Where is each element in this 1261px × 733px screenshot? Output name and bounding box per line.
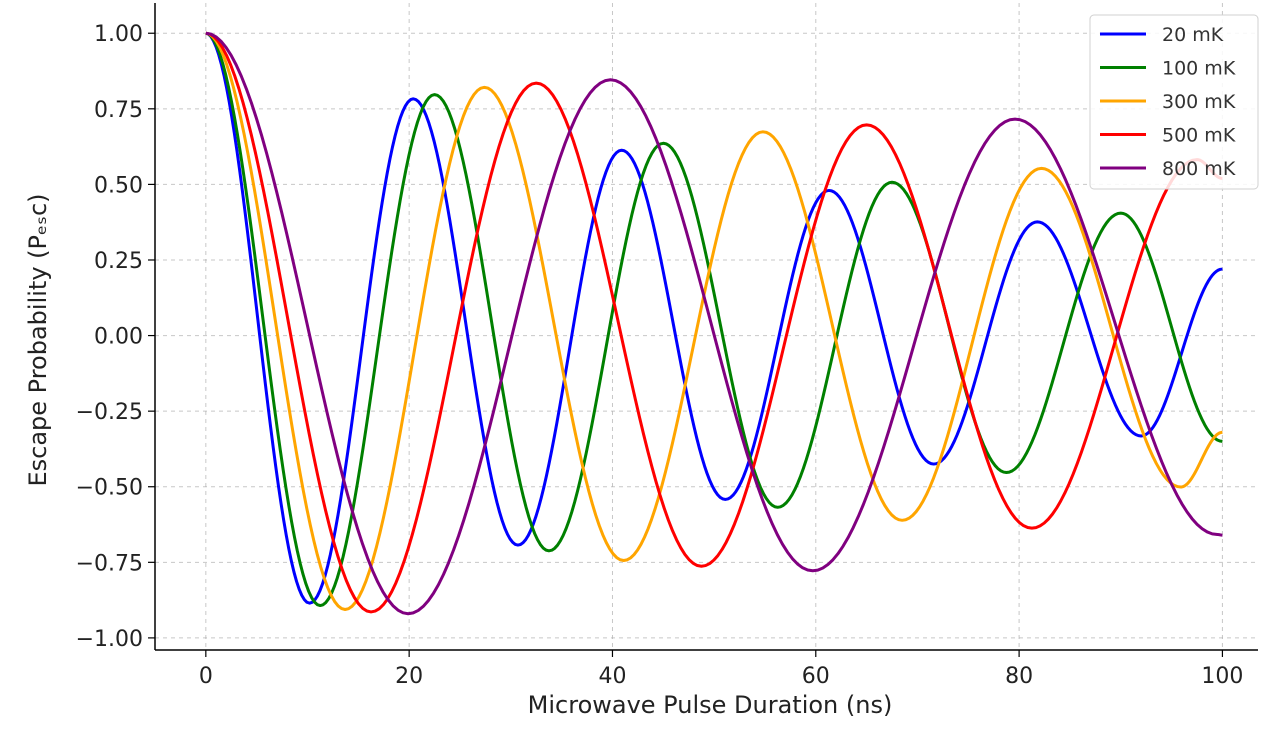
- legend-label: 800 mK: [1162, 158, 1236, 180]
- series-line-2: [205, 31, 1223, 611]
- y-tick-label: −0.75: [76, 551, 143, 576]
- series-line-1: [205, 31, 1223, 608]
- series-layer: [205, 31, 1224, 616]
- y-tick-label: −0.50: [76, 476, 143, 501]
- series-line-0: [205, 31, 1223, 605]
- legend-label: 500 mK: [1162, 125, 1236, 147]
- series-line-4: [205, 31, 1224, 616]
- y-tick-label: 1.00: [94, 22, 143, 47]
- x-tick-label: 80: [1005, 664, 1033, 689]
- x-tick-label: 60: [802, 664, 830, 689]
- x-tick-label: 100: [1201, 664, 1243, 689]
- legend-box: [1089, 14, 1259, 190]
- y-axis-label: Escape Probability (Pₑₛc): [24, 193, 52, 486]
- y-tick-label: 0.00: [94, 325, 143, 350]
- legend-label: 20 mK: [1162, 24, 1224, 46]
- y-tick-label: −0.25: [76, 400, 143, 425]
- axes: [154, 3, 1258, 651]
- x-tick-label: 0: [199, 664, 213, 689]
- ticks: 0 20 40 60 80 100 1.00 0.75 0.50 0.25 0.00 −0.25 −0.…: [76, 22, 1244, 689]
- y-tick-label: −1.00: [76, 627, 143, 652]
- x-tick-label: 40: [598, 664, 626, 689]
- y-tick-label: 0.25: [94, 249, 143, 274]
- y-tick-label: 0.50: [94, 173, 143, 198]
- legend-label: 100 mK: [1162, 58, 1236, 80]
- x-axis-label: Microwave Pulse Duration (ns): [528, 691, 893, 719]
- y-tick-label: 0.75: [94, 98, 143, 123]
- legend: 20 mK 100 mK 300 mK 500 mK 800 mK: [1089, 14, 1259, 190]
- legend-label: 300 mK: [1162, 91, 1236, 113]
- x-tick-label: 20: [395, 664, 423, 689]
